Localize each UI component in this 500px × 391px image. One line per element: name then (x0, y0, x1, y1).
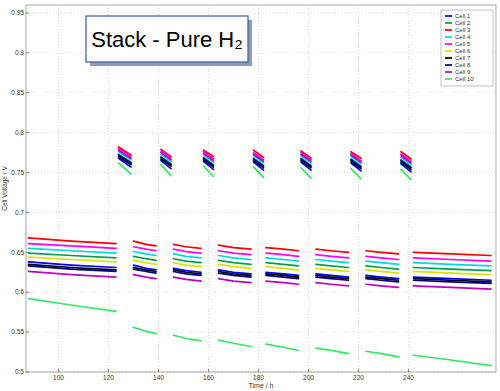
chart: 0.5 0.55 0.6 0.65 0.7 0.75 0.8 0.85 0.9 0.95 100 12… (0, 0, 500, 391)
data-area (29, 147, 492, 366)
x-tick (408, 369, 409, 372)
legend-label: Cell 9 (455, 69, 471, 75)
legend-swatch (445, 22, 452, 24)
legend-swatch (445, 57, 452, 59)
legend-label: Cell 4 (455, 34, 471, 40)
x-tick (208, 369, 209, 372)
background (0, 0, 500, 391)
x-tick-label: 140 (153, 374, 164, 381)
legend-label: Cell 2 (455, 20, 471, 26)
grid-line (308, 5, 309, 372)
y-tick-label: 0.75 (11, 169, 24, 176)
legend-swatch (445, 78, 452, 80)
x-tick (158, 369, 159, 372)
x-axis-label: Time / h (248, 382, 273, 389)
title-box: Stack - Pure H₂ (86, 16, 252, 66)
x-tick-label: 220 (353, 374, 364, 381)
grid-line (26, 332, 496, 333)
grid-line (58, 5, 59, 372)
legend-swatch (445, 50, 452, 52)
x-tick (308, 369, 309, 372)
y-tick-label: 0.85 (11, 89, 24, 96)
y-tick-label: 0.65 (11, 249, 24, 256)
grid-line (26, 172, 496, 173)
grid-line (26, 92, 496, 93)
title-frame (86, 16, 248, 62)
y-tick (26, 52, 29, 53)
x-tick-label: 120 (103, 374, 114, 381)
series-line (29, 150, 492, 289)
legend-swatch (445, 36, 452, 38)
legend-label: Cell 8 (455, 62, 471, 68)
y-axis-label: Cell Voltage / V (1, 166, 9, 211)
legend-label: Cell 6 (455, 48, 471, 54)
title: Stack - Pure H₂ (91, 27, 243, 52)
legend-swatch (445, 71, 452, 73)
series-line (29, 152, 492, 266)
legend-label: Cell 3 (455, 27, 471, 33)
series-line (29, 163, 492, 366)
x-tick (58, 369, 59, 372)
grid (26, 5, 496, 372)
legend-label: Cell 10 (455, 76, 474, 82)
x-tick (108, 369, 109, 372)
x-tick-label: 100 (53, 374, 64, 381)
x-tick (258, 369, 259, 372)
y-tick (26, 332, 29, 333)
y-tick-label: 0.5 (15, 368, 24, 375)
y-tick (26, 92, 29, 93)
y-tick-label: 0.7 (15, 209, 24, 216)
y-tick (26, 132, 29, 133)
y-tick (26, 372, 29, 373)
y-tick-label: 0.6 (15, 288, 24, 295)
grid-line (26, 132, 496, 133)
legend-frame (441, 10, 493, 86)
x-tick (358, 369, 359, 372)
y-tick (26, 172, 29, 173)
x-tick-label: 180 (253, 374, 264, 381)
legend-swatch (445, 15, 452, 17)
legend-swatch (445, 29, 452, 31)
y-tick (26, 292, 29, 293)
y-tick-label: 0.95 (11, 9, 24, 16)
series-line (29, 157, 492, 282)
series-line (29, 158, 492, 280)
y-tick (26, 12, 29, 13)
x-tick-label: 160 (203, 374, 214, 381)
grid-line (408, 5, 409, 372)
y-tick-label: 0.9 (15, 49, 24, 56)
grid-line (358, 5, 359, 372)
grid-line (26, 12, 496, 13)
y-tick (26, 212, 29, 213)
legend: Cell 1Cell 2Cell 3Cell 4Cell 5Cell 6Cell… (441, 10, 493, 86)
x-tick-label: 200 (303, 374, 314, 381)
legend-swatch (445, 64, 452, 66)
x-tick-label: 240 (403, 374, 414, 381)
grid-line (258, 5, 259, 372)
legend-label: Cell 1 (455, 13, 471, 19)
plot-frame (26, 5, 496, 372)
grid-line (26, 292, 496, 293)
grid-line (26, 212, 496, 213)
legend-swatch (445, 43, 452, 45)
legend-label: Cell 7 (455, 55, 471, 61)
legend-label: Cell 5 (455, 41, 471, 47)
y-tick-label: 0.55 (11, 328, 24, 335)
y-tick-label: 0.8 (15, 129, 24, 136)
